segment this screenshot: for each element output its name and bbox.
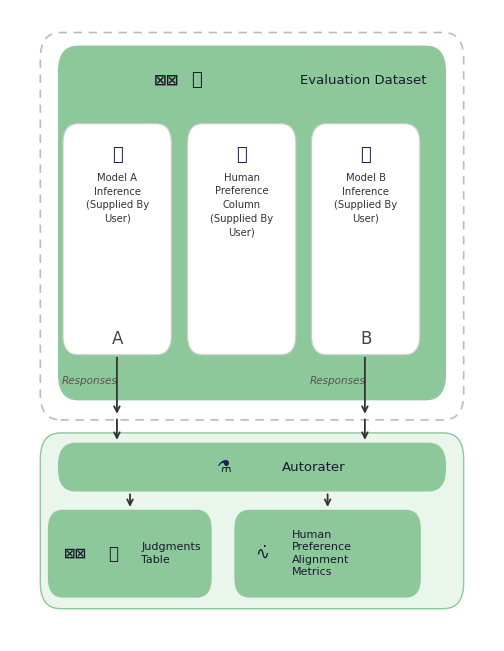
Text: ⊠⊠: ⊠⊠ (64, 547, 87, 561)
FancyBboxPatch shape (234, 510, 421, 598)
Text: ⊠⊠: ⊠⊠ (154, 72, 179, 88)
Text: Autorater: Autorater (282, 461, 346, 474)
Text: Human
Preference
Column
(Supplied By
User): Human Preference Column (Supplied By Use… (210, 173, 273, 237)
FancyBboxPatch shape (58, 46, 446, 400)
Text: Human
Preference
Alignment
Metrics: Human Preference Alignment Metrics (292, 530, 352, 577)
Text: ∿̇: ∿̇ (255, 545, 269, 562)
Text: Responses: Responses (309, 376, 365, 386)
Text: ⌕: ⌕ (108, 545, 118, 562)
Text: A: A (111, 329, 123, 348)
Text: ⎕: ⎕ (112, 146, 122, 164)
FancyBboxPatch shape (187, 124, 296, 355)
Text: Judgments
Table: Judgments Table (141, 542, 201, 565)
FancyBboxPatch shape (63, 124, 171, 355)
FancyBboxPatch shape (40, 433, 464, 609)
FancyBboxPatch shape (311, 124, 420, 355)
FancyBboxPatch shape (58, 443, 446, 492)
Text: Model B
Inference
(Supplied By
User): Model B Inference (Supplied By User) (334, 173, 397, 224)
Text: Model A
Inference
(Supplied By
User): Model A Inference (Supplied By User) (86, 173, 149, 224)
Text: Responses: Responses (61, 376, 117, 386)
Text: ⚗: ⚗ (217, 458, 232, 477)
FancyBboxPatch shape (48, 510, 212, 598)
Text: Evaluation Dataset: Evaluation Dataset (300, 74, 426, 87)
Text: B: B (360, 329, 371, 348)
FancyBboxPatch shape (40, 33, 464, 420)
Text: ⛹: ⛹ (236, 146, 247, 164)
Text: ⎕: ⎕ (360, 146, 371, 164)
Text: ⌕: ⌕ (191, 71, 202, 89)
